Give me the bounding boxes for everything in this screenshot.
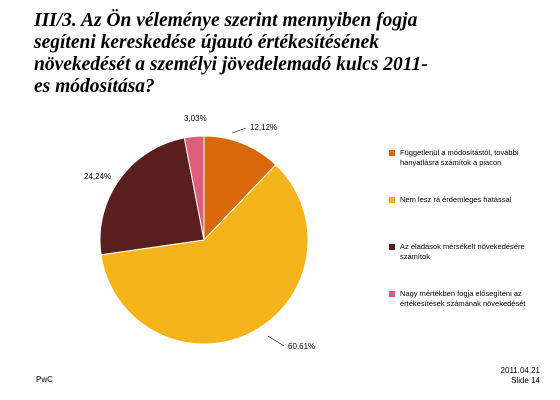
legend-swatch-3 bbox=[389, 244, 395, 250]
pie-slice-2 bbox=[100, 164, 309, 345]
data-label-2: 60,61% bbox=[288, 342, 315, 351]
legend-swatch-4 bbox=[389, 291, 395, 297]
legend-swatch-1 bbox=[389, 150, 395, 156]
slide-footer: 2011.04.21 Slide 14 bbox=[501, 366, 540, 386]
legend-entry-1: Függetlenül a módosítástól, további hanya… bbox=[400, 148, 519, 167]
slide-date: 2011.04.21 bbox=[500, 366, 540, 375]
data-label-4: 3,03% bbox=[184, 114, 207, 123]
data-label-1: 12,12% bbox=[250, 123, 277, 132]
legend-swatch-2 bbox=[389, 197, 395, 203]
pie-slice-4 bbox=[183, 135, 205, 241]
pie-slice-3 bbox=[99, 137, 205, 256]
legend-entry-4: Nagy mértékben fogja elősegíteni az érték… bbox=[400, 289, 526, 308]
slide-title: III/3. Az Ön véleménye szerint mennyiben… bbox=[34, 10, 428, 97]
legend-entry-3: Az eladások mérsékelt növekedésére számít… bbox=[400, 242, 525, 261]
data-label-3: 24,24% bbox=[84, 172, 111, 181]
pie-slice-1 bbox=[203, 135, 277, 242]
data-labels: 12,12% 60,61% 24,24% 3,03% bbox=[84, 114, 315, 351]
pie-slices bbox=[99, 135, 309, 345]
leader-line-2 bbox=[267, 335, 285, 347]
legend-entry-2: Nem lesz rá érdemleges hatással bbox=[400, 195, 512, 204]
label-leader-lines bbox=[231, 127, 285, 347]
legend: Függetlenül a módosítástól, további hanya… bbox=[389, 148, 526, 308]
pwc-brand: PwC bbox=[36, 375, 53, 384]
slide-number: Slide 14 bbox=[511, 376, 540, 385]
leader-line-1 bbox=[231, 127, 247, 134]
